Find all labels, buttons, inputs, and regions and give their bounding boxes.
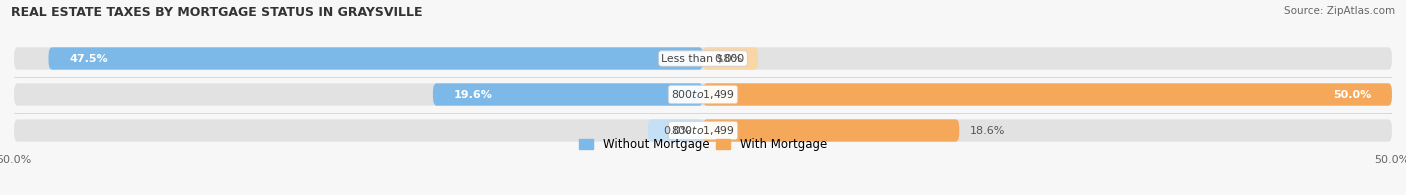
Text: 50.0%: 50.0% xyxy=(1333,90,1371,99)
FancyBboxPatch shape xyxy=(14,47,1392,70)
FancyBboxPatch shape xyxy=(433,83,703,106)
FancyBboxPatch shape xyxy=(14,119,1392,142)
FancyBboxPatch shape xyxy=(703,119,959,142)
FancyBboxPatch shape xyxy=(48,47,703,70)
Text: REAL ESTATE TAXES BY MORTGAGE STATUS IN GRAYSVILLE: REAL ESTATE TAXES BY MORTGAGE STATUS IN … xyxy=(11,6,423,19)
Text: 0.0%: 0.0% xyxy=(664,126,692,136)
Text: 47.5%: 47.5% xyxy=(69,53,108,64)
Legend: Without Mortgage, With Mortgage: Without Mortgage, With Mortgage xyxy=(574,133,832,156)
Text: Source: ZipAtlas.com: Source: ZipAtlas.com xyxy=(1284,6,1395,16)
FancyBboxPatch shape xyxy=(703,47,758,70)
FancyBboxPatch shape xyxy=(648,119,703,142)
Text: 19.6%: 19.6% xyxy=(454,90,492,99)
Text: $800 to $1,499: $800 to $1,499 xyxy=(671,88,735,101)
Text: 0.0%: 0.0% xyxy=(714,53,742,64)
Text: Less than $800: Less than $800 xyxy=(661,53,745,64)
Text: 18.6%: 18.6% xyxy=(970,126,1005,136)
Text: $800 to $1,499: $800 to $1,499 xyxy=(671,124,735,137)
FancyBboxPatch shape xyxy=(14,83,1392,106)
FancyBboxPatch shape xyxy=(703,83,1392,106)
